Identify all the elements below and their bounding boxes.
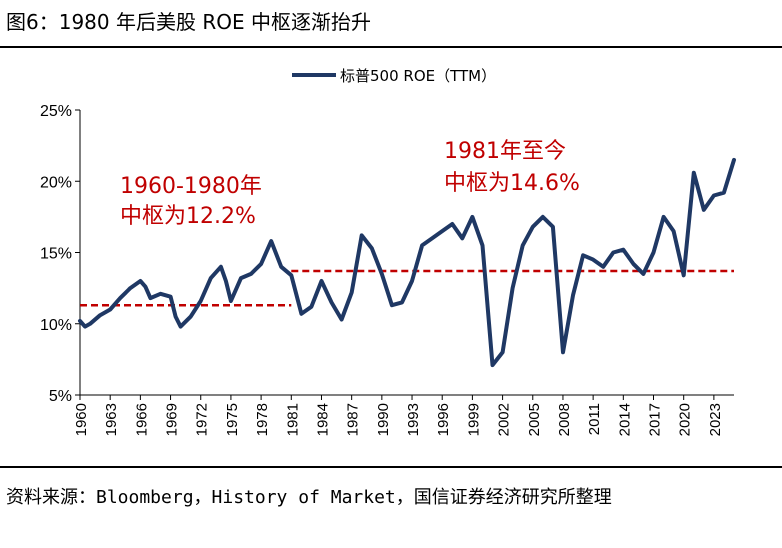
x-tick-label: 2011 xyxy=(586,403,603,435)
x-tick-label: 1963 xyxy=(103,403,120,436)
x-tick-label: 1981 xyxy=(284,403,301,436)
x-tick-label: 1960 xyxy=(73,403,90,436)
x-tick-label: 1999 xyxy=(465,403,482,436)
y-tick-label: 10% xyxy=(40,317,72,334)
annotation-1981-now-line2: 中枢为14.6% xyxy=(444,171,580,196)
bottom-rule xyxy=(0,466,782,468)
source-note: 资料来源：Bloomberg，History of Market，国信证券经济研… xyxy=(6,487,612,508)
x-tick-label: 2023 xyxy=(707,403,724,436)
x-tick-label: 1975 xyxy=(224,403,241,436)
annotations: 1960-1980年 中枢为12.2% 1981年至今 中枢为14.6% xyxy=(120,139,580,229)
x-tick-label: 2008 xyxy=(556,403,573,436)
annotation-1981-now-line1: 1981年至今 xyxy=(444,139,566,164)
top-rule xyxy=(0,46,782,48)
x-tick-label: 1996 xyxy=(435,403,452,436)
x-tick-label: 1990 xyxy=(375,403,392,436)
x-tick-label: 1972 xyxy=(194,403,211,436)
y-axis: 5% 10% 15% 20% 25% xyxy=(40,103,81,405)
x-tick-label: 1978 xyxy=(254,403,271,436)
y-tick-label: 25% xyxy=(40,103,72,120)
x-tick-label: 1993 xyxy=(405,403,422,436)
annotation-1960-1980-line1: 1960-1980年 xyxy=(120,174,262,199)
figure-title: 图6：1980 年后美股 ROE 中枢逐渐抬升 xyxy=(6,10,371,34)
x-tick-label: 2005 xyxy=(526,403,543,436)
legend: 标普500 ROE（TTM） xyxy=(292,67,496,85)
x-tick-label: 2014 xyxy=(616,403,633,436)
x-tick-label: 1987 xyxy=(345,403,362,436)
x-tick-label: 2002 xyxy=(496,403,513,436)
legend-label: 标普500 ROE（TTM） xyxy=(340,67,496,85)
x-tick-label: 1966 xyxy=(133,403,150,436)
x-tick-label: 2020 xyxy=(677,403,694,436)
y-tick-label: 20% xyxy=(40,174,72,191)
series-line xyxy=(78,157,736,368)
x-tick-label: 1984 xyxy=(314,403,331,436)
x-axis: 1960 1963 1966 1969 1972 1975 1978 1981 1984 1987… xyxy=(73,394,734,436)
y-tick-label: 5% xyxy=(49,388,72,405)
y-tick-label: 15% xyxy=(40,246,72,263)
x-tick-label: 1969 xyxy=(164,403,181,436)
annotation-1960-1980-line2: 中枢为12.2% xyxy=(120,204,256,229)
x-tick-label: 2017 xyxy=(647,403,664,436)
series xyxy=(78,157,736,368)
